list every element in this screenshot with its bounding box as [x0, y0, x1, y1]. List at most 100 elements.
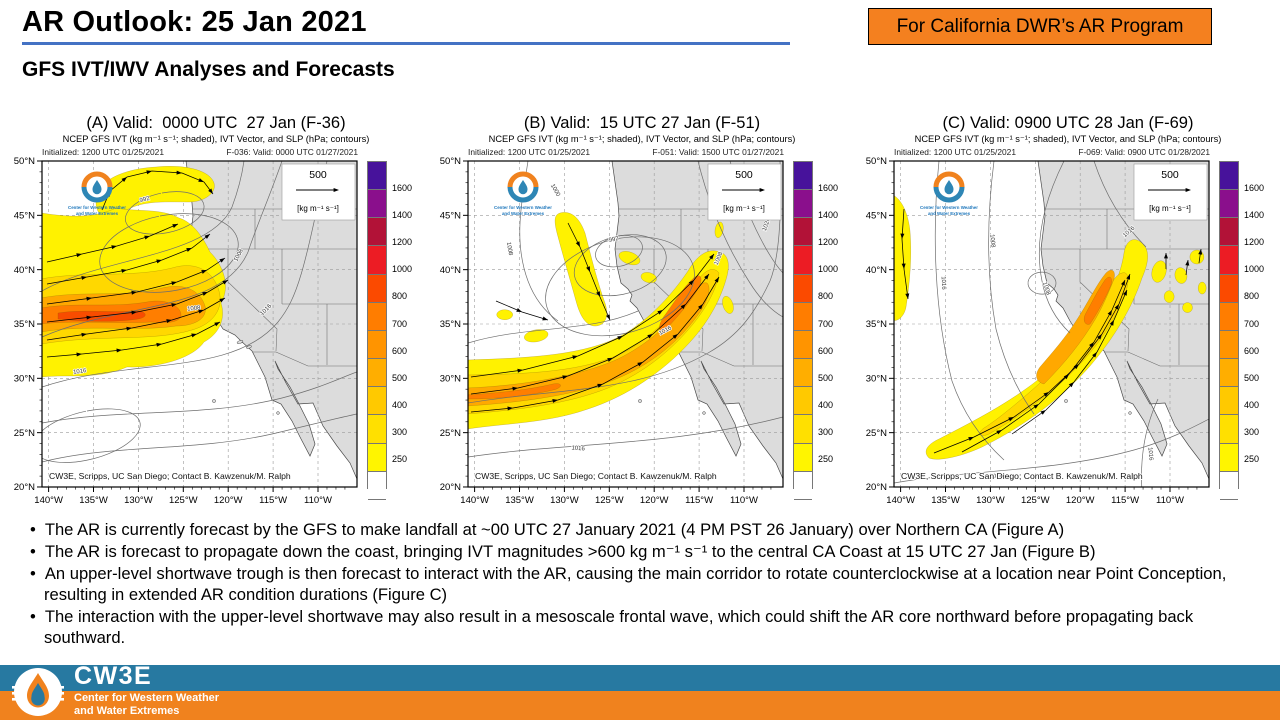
svg-text:1024: 1024	[762, 217, 772, 232]
colorbar-segment	[1220, 415, 1238, 444]
colorbar-scale	[367, 161, 387, 500]
colorbar-segment	[1220, 218, 1238, 247]
footer-blue-band	[0, 665, 1280, 691]
colorbar-tick-label: 600	[1244, 345, 1260, 356]
svg-text:120°W: 120°W	[1066, 495, 1095, 506]
program-badge: For California DWR’s AR Program	[868, 8, 1212, 45]
colorbar-segment	[1220, 274, 1238, 303]
svg-text:[kg m⁻¹ s⁻¹]: [kg m⁻¹ s⁻¹]	[297, 204, 339, 213]
svg-text:1016: 1016	[940, 276, 947, 290]
colorbar-segment	[368, 387, 386, 416]
colorbar-segment	[368, 471, 386, 500]
svg-text:115°W: 115°W	[259, 495, 287, 506]
svg-text:1016: 1016	[989, 474, 1003, 481]
panel-c: (C) Valid: 0900 UTC 28 Jan (F-69) NCEP G…	[852, 112, 1278, 509]
page-subtitle: GFS IVT/IWV Analyses and Forecasts	[22, 58, 395, 81]
svg-text:30°N: 30°N	[14, 374, 35, 385]
colorbar-tick-label: 600	[392, 345, 408, 356]
colorbar-segment	[368, 190, 386, 219]
colorbar-segment	[368, 302, 386, 331]
colorbar-segment	[794, 274, 812, 303]
colorbar-tick-label: 700	[1244, 318, 1260, 329]
colorbar: 1600 1400 1200 1000 800 700 600 500 400 300 250	[1214, 157, 1264, 509]
svg-text:1016: 1016	[571, 446, 585, 453]
colorbar: 1600 1400 1200 1000 800 700 600 500 400 300 250	[362, 157, 412, 509]
svg-text:130°W: 130°W	[550, 495, 579, 506]
colorbar-tick-label: 1600	[818, 182, 839, 193]
svg-text:125°W: 125°W	[1021, 495, 1050, 506]
ivt-plume	[894, 195, 1207, 460]
colorbar-tick-label: 250	[392, 454, 408, 465]
footer-orange-band	[0, 691, 1280, 720]
colorbar-segment	[794, 443, 812, 472]
colorbar-segment	[1220, 443, 1238, 472]
colorbar-segment	[368, 162, 386, 191]
colorbar-tick-label: 800	[392, 291, 408, 302]
colorbar-segment	[1220, 246, 1238, 275]
attribution: CW3E, Scripps, UC San Diego; Contact B. …	[901, 471, 1143, 481]
svg-text:500: 500	[735, 169, 753, 181]
colorbar-tick-label: 1200	[392, 237, 413, 247]
svg-text:1008: 1008	[988, 234, 995, 248]
svg-text:45°N: 45°N	[866, 211, 887, 222]
footer-tagline: Center for Western Weather and Water Ext…	[74, 692, 220, 717]
ivt-vector-field	[46, 170, 229, 358]
logo-drop-inner	[31, 683, 45, 706]
colorbar-segment	[794, 359, 812, 388]
colorbar-scale	[793, 161, 813, 500]
land-shape	[1037, 161, 1209, 480]
svg-text:45°N: 45°N	[440, 211, 461, 222]
attribution: CW3E, Scripps, UC San Diego; Contact B. …	[49, 471, 291, 481]
colorbar-tick-label: 500	[818, 372, 834, 383]
colorbar-tick-label: 400	[392, 400, 408, 410]
colorbar-tick-label: 300	[392, 427, 408, 438]
colorbar-tick-label: 1400	[392, 209, 413, 220]
colorbar-segment	[794, 415, 812, 444]
svg-text:110°W: 110°W	[730, 495, 758, 506]
page-title: AR Outlook: 25 Jan 2021	[22, 6, 367, 38]
colorbar-segment	[794, 190, 812, 219]
colorbar-tick-label: 250	[1244, 454, 1260, 465]
bullet-3: An upper-level shortwave trough is then …	[26, 563, 1266, 605]
colorbar-segment	[1220, 330, 1238, 360]
svg-text:35°N: 35°N	[866, 319, 887, 330]
colorbar-segment	[794, 218, 812, 247]
colorbar-segment	[368, 330, 386, 360]
svg-text:[kg m⁻¹ s⁻¹]: [kg m⁻¹ s⁻¹]	[1149, 204, 1191, 213]
colorbar-tick-label: 1000	[818, 264, 839, 275]
svg-text:35°N: 35°N	[440, 319, 461, 330]
svg-text:110°W: 110°W	[1156, 495, 1184, 506]
reference-vector-box: 500 [kg m⁻¹ s⁻¹]	[1133, 163, 1208, 221]
colorbar-segment	[368, 274, 386, 303]
svg-text:130°W: 130°W	[124, 495, 153, 506]
svg-text:500: 500	[309, 169, 327, 181]
svg-text:115°W: 115°W	[1111, 495, 1139, 506]
svg-text:and Water Extremes: and Water Extremes	[928, 211, 971, 216]
colorbar-segment	[1220, 387, 1238, 416]
svg-text:40°N: 40°N	[866, 265, 887, 276]
svg-text:125°W: 125°W	[169, 495, 198, 506]
svg-text:1008: 1008	[505, 242, 513, 257]
svg-text:135°W: 135°W	[931, 495, 960, 506]
ivt-vector-field	[470, 222, 720, 413]
colorbar-tick-label: 1200	[818, 237, 839, 247]
colorbar-segment	[368, 443, 386, 472]
colorbar-tick-label: 1400	[1244, 209, 1265, 220]
axis-labels: 140°W 50°N 135°W 45°N 130°W 40°N 125°W 35°N 120°…	[866, 157, 1198, 506]
panel-c-title: (C) Valid: 0900 UTC 28 Jan (F-69)	[942, 114, 1194, 132]
panel-b-subtitle: NCEP GFS IVT (kg m⁻¹ s⁻¹; shaded), IVT V…	[488, 134, 796, 144]
colorbar-tick-label: 1600	[1244, 182, 1265, 193]
svg-text:50°N: 50°N	[14, 157, 35, 167]
svg-text:1016: 1016	[73, 368, 88, 376]
svg-text:and Water Extremes: and Water Extremes	[76, 211, 119, 216]
colorbar-tick-label: 1000	[392, 264, 413, 275]
svg-text:25°N: 25°N	[440, 428, 461, 439]
reference-vector-box: 500 [kg m⁻¹ s⁻¹]	[281, 163, 356, 221]
svg-text:130°W: 130°W	[976, 495, 1005, 506]
map-panels: (A) Valid: 0000 UTC 27 Jan (F-36) NCEP G…	[0, 112, 1280, 509]
